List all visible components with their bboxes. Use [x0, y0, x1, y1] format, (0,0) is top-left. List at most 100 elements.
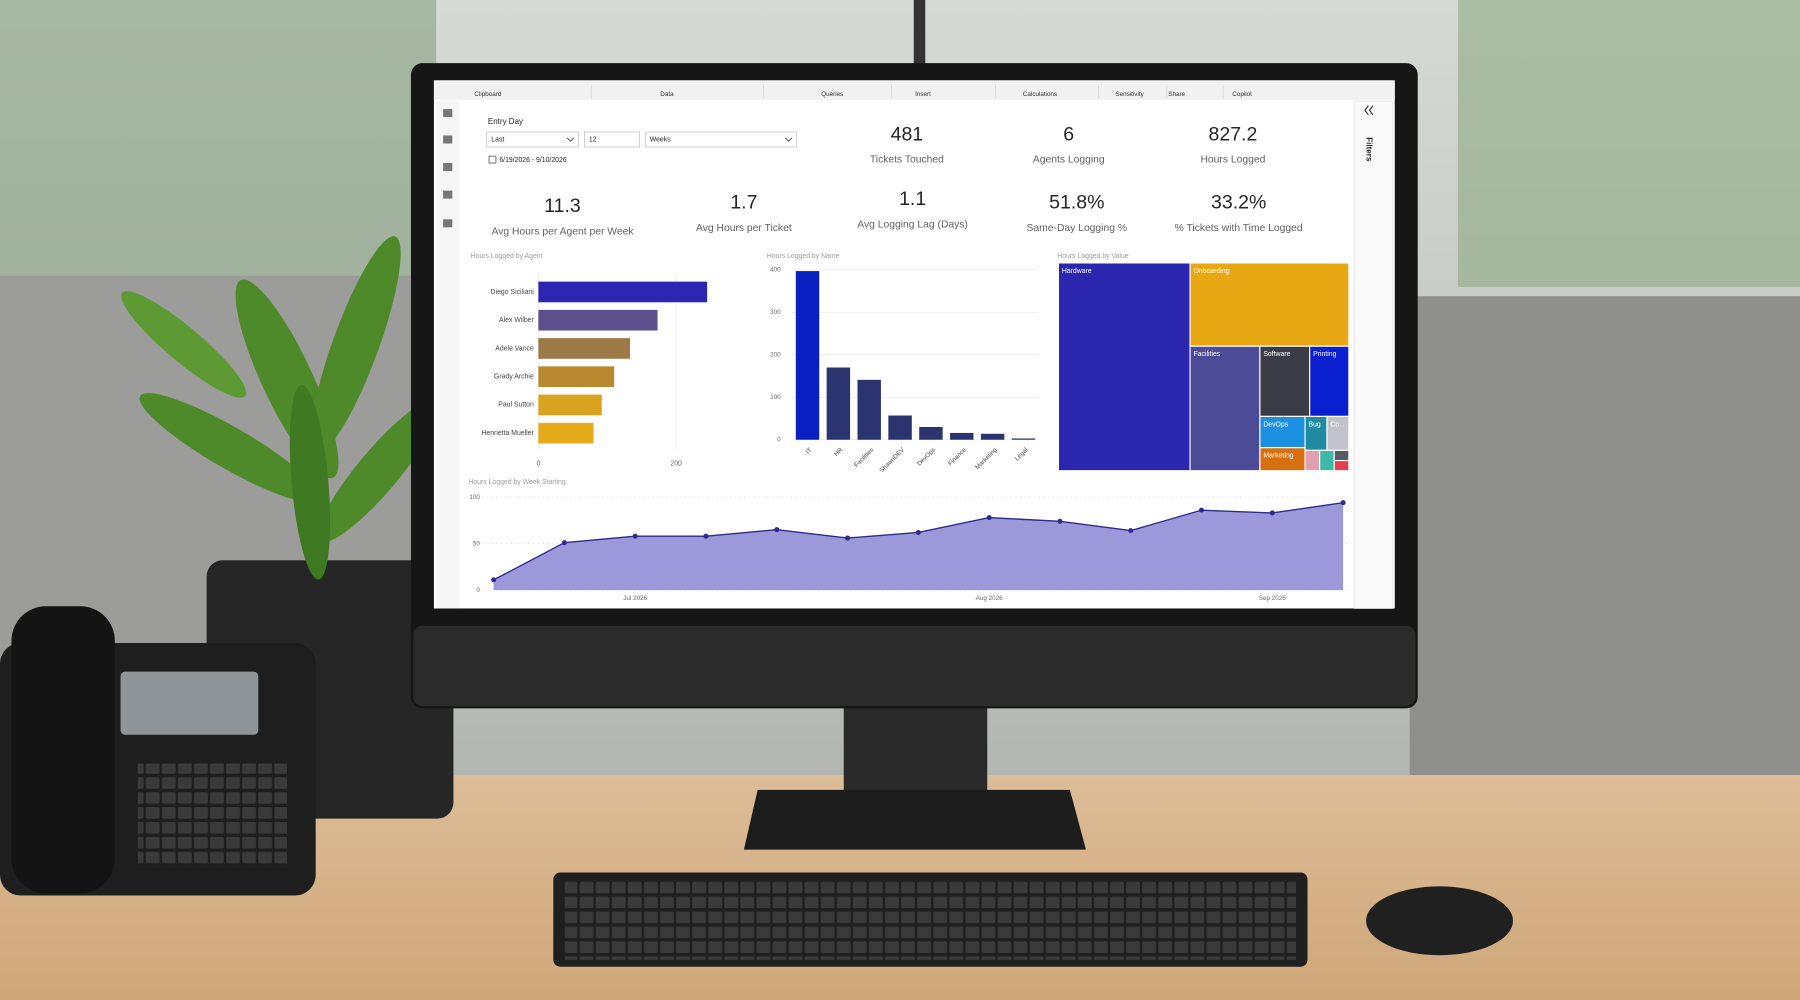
keyboard-keys	[564, 879, 1297, 960]
screen: Filters Entry Day Last 12 Weeks 6/19/202…	[433, 80, 1395, 609]
kpi-value: 33.2%	[1211, 191, 1266, 213]
slicer-count-box[interactable]	[583, 131, 640, 148]
y-tick-label: 200	[770, 351, 781, 358]
x-tick-label: HR	[833, 446, 845, 458]
x-tick-label: IT	[805, 446, 814, 455]
slicer-unit-box[interactable]	[644, 131, 798, 148]
x-tick-label: 0	[536, 461, 540, 468]
window-greenery	[0, 0, 437, 276]
treemap-cell	[1319, 449, 1335, 472]
y-tick-label: 400	[770, 266, 781, 273]
y-tick-label: Henrietta Mueller	[481, 430, 534, 437]
bar	[888, 415, 912, 440]
treemap-label: DevOps	[1263, 421, 1288, 428]
kpi-label: Agents Logging	[1033, 154, 1105, 165]
bar	[919, 426, 943, 440]
calendar-icon	[488, 155, 497, 164]
point	[845, 535, 851, 541]
treemap-label: Onboarding	[1193, 268, 1229, 275]
chart-title: Hours Logged by Week Starting	[468, 479, 565, 486]
kpi-value: 1.1	[899, 188, 926, 210]
x-tick-label: Jul 2026	[623, 595, 647, 602]
mouse	[1366, 886, 1514, 956]
nav-icons	[443, 109, 453, 228]
kpi-label: Avg Logging Lag (Days)	[857, 220, 968, 231]
monitor-base	[743, 789, 1086, 850]
point	[1199, 507, 1205, 513]
y-tick-label: Alex Wilber	[499, 317, 534, 324]
kpi-value: 1.7	[730, 191, 757, 213]
bar	[538, 422, 594, 444]
kpi-value: 6	[1063, 124, 1074, 146]
bar	[538, 366, 615, 388]
plant	[121, 236, 440, 580]
slicer-range: 6/19/2026 - 9/10/2026	[499, 157, 566, 164]
ribbon-tab: Data	[660, 91, 674, 98]
treemap-cell	[1333, 459, 1350, 472]
kpi-label: Tickets Touched	[870, 154, 944, 165]
ribbon-tab: Copilot	[1232, 91, 1252, 98]
phone-display	[120, 671, 259, 735]
slicer-mode: Last	[491, 136, 504, 143]
filters-pane[interactable]	[1354, 100, 1393, 609]
monitor-neck	[843, 702, 988, 797]
point	[703, 533, 709, 539]
ribbon-tab: Queries	[821, 91, 843, 98]
cubicle-wall	[1409, 296, 1800, 785]
ribbon-tab: Insert	[915, 91, 931, 98]
phone-handset	[11, 606, 115, 894]
point	[1269, 510, 1275, 516]
y-tick-label: 0	[777, 436, 781, 443]
kpi-value: 11.3	[544, 195, 581, 217]
point	[561, 540, 567, 546]
treemap-label: Printing	[1313, 351, 1336, 358]
kpi-label: Hours Logged	[1200, 154, 1265, 165]
treemap-label: Bug	[1309, 421, 1321, 428]
left-nav	[436, 101, 460, 609]
x-tick-label: Aug 2026	[976, 595, 1003, 602]
treemap-cell	[1304, 449, 1321, 472]
ribbon-tab: Sensitivity	[1115, 91, 1144, 98]
chart-title: Hours Logged by Name	[767, 253, 840, 260]
point	[915, 529, 921, 535]
kpi-value: 51.8%	[1049, 191, 1104, 213]
treemap-label: Hardware	[1062, 268, 1092, 275]
y-tick-label: Diego Siciliani	[491, 289, 535, 296]
slicer-label: Entry Day	[488, 117, 523, 126]
slicer-count: 12	[589, 136, 597, 143]
kpi-label: % Tickets with Time Logged	[1175, 223, 1303, 234]
y-tick-label: 300	[770, 309, 781, 316]
window-greenery	[1457, 0, 1800, 288]
ribbon-tab: Clipboard	[474, 91, 501, 98]
collapse-icon[interactable]	[1364, 105, 1374, 116]
slicer-mode-box[interactable]	[486, 131, 579, 148]
point	[986, 515, 992, 521]
point	[774, 527, 780, 533]
point	[632, 533, 638, 539]
bar	[538, 281, 708, 303]
kpi-label: Avg Hours per Agent per Week	[492, 227, 635, 238]
treemap-cell	[1309, 345, 1350, 417]
bar	[538, 394, 602, 416]
y-tick-label: 100	[469, 494, 480, 501]
y-tick-label: Grady Archie	[494, 374, 534, 381]
dropdown-chevron	[784, 137, 793, 142]
monitor-chin	[413, 625, 1416, 707]
bar	[795, 271, 820, 440]
point	[1340, 500, 1346, 506]
y-tick-label: Adele Vance	[495, 345, 534, 352]
y-tick-label: Paul Sutton	[498, 402, 534, 409]
area	[493, 502, 1344, 591]
bar	[950, 432, 974, 440]
y-tick-label: 0	[476, 587, 480, 594]
treemap-cell	[1189, 345, 1261, 472]
chart-title: Hours Logged by Value	[1057, 253, 1129, 260]
chart-title: Hours Logged by Agent	[471, 253, 543, 260]
kpi-label: Avg Hours per Ticket	[696, 223, 792, 234]
treemap-cell	[1259, 415, 1306, 449]
treemap-label: Co...	[1330, 421, 1345, 428]
treemap-cell	[1057, 262, 1191, 472]
bar	[826, 367, 851, 440]
ribbon-tab: Calculations	[1023, 91, 1057, 98]
